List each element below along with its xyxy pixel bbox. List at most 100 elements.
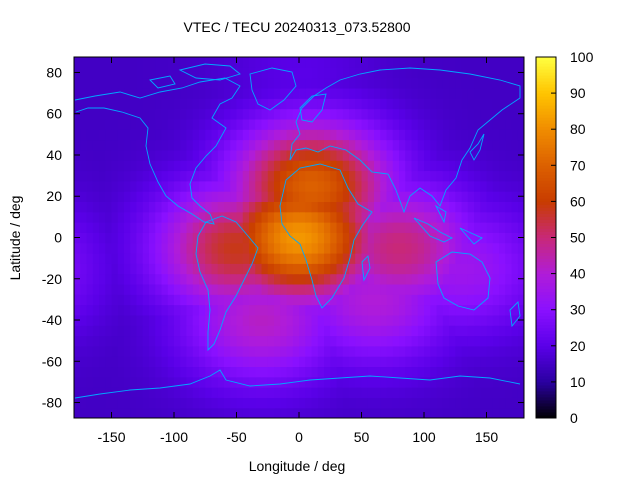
- heat-cell: [211, 376, 219, 388]
- heat-cell: [430, 304, 438, 316]
- heat-cell: [411, 108, 419, 120]
- heat-cell: [267, 191, 275, 202]
- heat-cell: [105, 232, 113, 244]
- heat-cell: [136, 397, 144, 409]
- heat-cell: [105, 98, 113, 110]
- heat-cell: [236, 57, 244, 68]
- heat-cell: [455, 232, 463, 244]
- heat-cell: [249, 77, 256, 89]
- heat-cell: [136, 108, 144, 120]
- heat-cell: [424, 325, 431, 337]
- heat-cell: [305, 149, 313, 161]
- heat-cell: [399, 387, 406, 398]
- heat-cell: [274, 211, 281, 223]
- heat-cell: [180, 325, 188, 337]
- heat-cell: [205, 242, 213, 254]
- heat-cell: [192, 376, 200, 388]
- heat-cell: [236, 180, 244, 192]
- colorbar-segment: [536, 318, 556, 323]
- heat-cell: [249, 211, 256, 223]
- heat-cell: [486, 304, 494, 316]
- colorbar-segment: [536, 237, 556, 242]
- heat-cell: [342, 149, 350, 161]
- heat-cell: [399, 407, 406, 418]
- heat-cell: [305, 77, 313, 89]
- heat-cell: [105, 211, 113, 223]
- heat-cell: [111, 149, 119, 161]
- heat-cell: [355, 170, 363, 182]
- heat-cell: [149, 67, 156, 79]
- heat-cell: [499, 407, 506, 418]
- heat-cell: [342, 252, 350, 264]
- heat-cell: [167, 191, 175, 202]
- y-tick-label: 60: [46, 106, 62, 122]
- heat-cell: [492, 222, 500, 233]
- heat-cell: [149, 397, 156, 409]
- heat-cell: [155, 67, 163, 79]
- heat-cell: [105, 139, 113, 151]
- colorbar-segment: [536, 99, 556, 103]
- heat-cell: [236, 222, 244, 233]
- heat-cell: [361, 180, 369, 192]
- heat-cell: [261, 77, 269, 89]
- heat-cell: [255, 273, 263, 285]
- heat-cell: [274, 335, 281, 347]
- heat-cell: [180, 294, 188, 306]
- heat-cell: [449, 242, 456, 254]
- heat-cell: [474, 118, 481, 130]
- heat-cell: [486, 191, 494, 202]
- heat-cell: [517, 335, 524, 347]
- heat-cell: [305, 191, 313, 202]
- heat-cell: [192, 397, 200, 409]
- heat-cell: [474, 283, 481, 295]
- heat-cell: [167, 201, 175, 213]
- heat-cell: [117, 222, 125, 233]
- heat-cell: [99, 294, 106, 306]
- heat-cell: [74, 160, 81, 172]
- heat-cell: [386, 397, 394, 409]
- heat-cell: [186, 314, 194, 326]
- heat-cell: [374, 356, 381, 368]
- coast-scandinavia: [299, 93, 327, 123]
- heat-cell: [149, 366, 156, 378]
- heat-cell: [99, 283, 106, 295]
- heat-cell: [324, 191, 331, 202]
- heat-cell: [380, 149, 388, 161]
- heat-cell: [355, 191, 363, 202]
- heat-cell: [299, 201, 306, 213]
- heat-cell: [211, 98, 219, 110]
- y-tick-label: 40: [46, 147, 62, 163]
- heat-cell: [330, 191, 338, 202]
- heat-cell: [474, 387, 481, 398]
- coast-indonesia: [413, 204, 483, 245]
- heat-cell: [311, 294, 319, 306]
- heat-cell: [236, 345, 244, 357]
- heat-cell: [386, 232, 394, 244]
- heat-cell: [336, 180, 344, 192]
- heat-cell: [442, 67, 450, 79]
- heat-cell: [249, 397, 256, 409]
- heat-cell: [405, 77, 413, 89]
- heat-cell: [380, 57, 388, 68]
- heat-cell: [286, 139, 294, 151]
- heat-cell: [355, 98, 363, 110]
- heat-cell: [180, 314, 188, 326]
- heat-cell: [499, 335, 506, 347]
- heat-cell: [405, 345, 413, 357]
- heat-cell: [499, 149, 506, 161]
- heat-cell: [461, 325, 469, 337]
- heat-cell: [80, 77, 88, 89]
- heat-cell: [374, 366, 381, 378]
- heat-cell: [111, 325, 119, 337]
- heat-cell: [367, 87, 375, 99]
- heat-cell: [142, 222, 150, 233]
- heat-cell: [117, 407, 125, 418]
- heat-cell: [249, 366, 256, 378]
- heat-cell: [80, 170, 88, 182]
- heat-cell: [417, 345, 425, 357]
- heat-cell: [249, 180, 256, 192]
- heat-cell: [117, 273, 125, 285]
- heat-cell: [105, 222, 113, 233]
- heat-cell: [205, 366, 213, 378]
- heat-cell: [386, 87, 394, 99]
